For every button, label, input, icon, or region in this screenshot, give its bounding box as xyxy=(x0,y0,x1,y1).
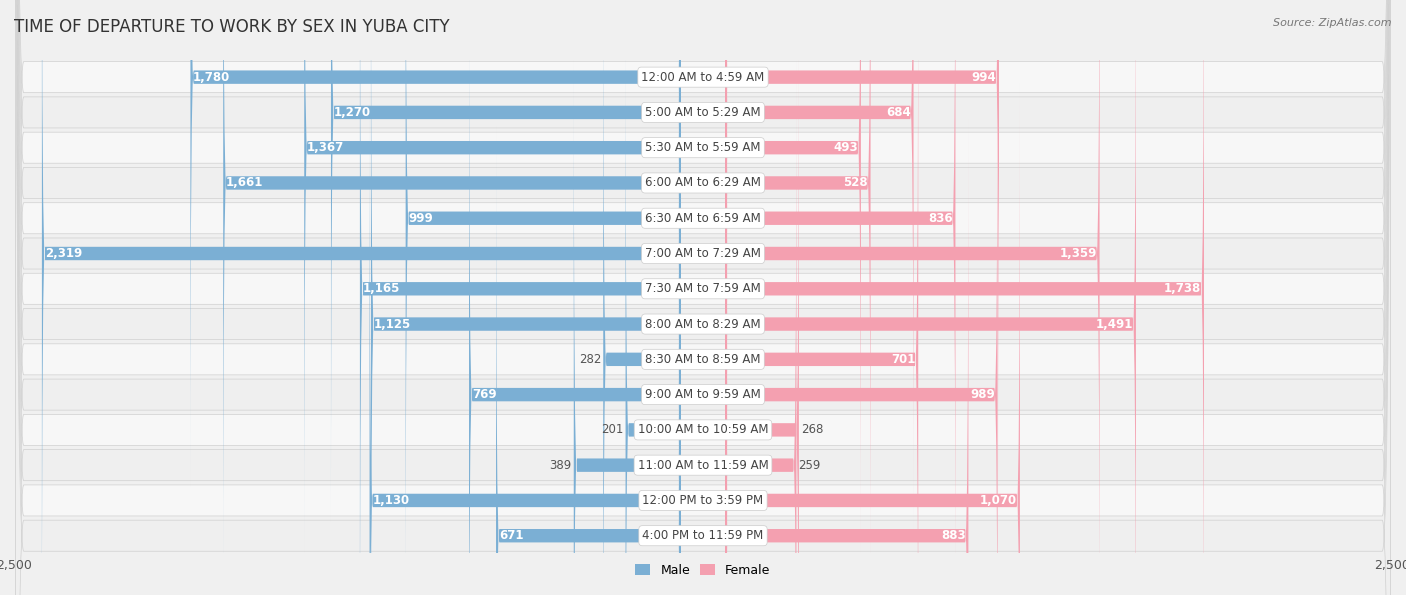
FancyBboxPatch shape xyxy=(42,0,681,595)
Legend: Male, Female: Male, Female xyxy=(630,559,776,582)
FancyBboxPatch shape xyxy=(725,0,914,529)
FancyBboxPatch shape xyxy=(725,0,1099,595)
FancyBboxPatch shape xyxy=(406,0,681,595)
Text: 701: 701 xyxy=(891,353,915,366)
FancyBboxPatch shape xyxy=(725,0,1204,595)
Text: 1,359: 1,359 xyxy=(1060,247,1097,260)
FancyBboxPatch shape xyxy=(725,84,1019,595)
FancyBboxPatch shape xyxy=(15,0,1391,595)
Text: 528: 528 xyxy=(844,177,868,189)
FancyBboxPatch shape xyxy=(15,0,1391,595)
Text: 201: 201 xyxy=(600,424,623,436)
FancyBboxPatch shape xyxy=(603,0,681,595)
FancyBboxPatch shape xyxy=(15,0,1391,595)
FancyBboxPatch shape xyxy=(725,0,1136,595)
Text: 10:00 AM to 10:59 AM: 10:00 AM to 10:59 AM xyxy=(638,424,768,436)
Text: 12:00 AM to 4:59 AM: 12:00 AM to 4:59 AM xyxy=(641,71,765,84)
FancyBboxPatch shape xyxy=(725,0,918,595)
FancyBboxPatch shape xyxy=(15,0,1391,595)
FancyBboxPatch shape xyxy=(725,0,860,564)
Text: TIME OF DEPARTURE TO WORK BY SEX IN YUBA CITY: TIME OF DEPARTURE TO WORK BY SEX IN YUBA… xyxy=(14,18,450,36)
Text: 769: 769 xyxy=(472,388,496,401)
Text: 493: 493 xyxy=(834,141,858,154)
Text: 989: 989 xyxy=(970,388,995,401)
Text: 999: 999 xyxy=(408,212,433,225)
Text: 883: 883 xyxy=(941,529,966,542)
Text: 11:00 AM to 11:59 AM: 11:00 AM to 11:59 AM xyxy=(638,459,768,472)
Text: Source: ZipAtlas.com: Source: ZipAtlas.com xyxy=(1274,18,1392,28)
FancyBboxPatch shape xyxy=(496,119,681,595)
FancyBboxPatch shape xyxy=(725,0,870,595)
Text: 1,780: 1,780 xyxy=(193,71,231,84)
FancyBboxPatch shape xyxy=(725,49,796,595)
FancyBboxPatch shape xyxy=(626,13,681,595)
FancyBboxPatch shape xyxy=(725,0,956,595)
FancyBboxPatch shape xyxy=(15,0,1391,595)
FancyBboxPatch shape xyxy=(15,0,1391,595)
FancyBboxPatch shape xyxy=(725,0,998,595)
FancyBboxPatch shape xyxy=(371,0,681,595)
FancyBboxPatch shape xyxy=(15,0,1391,595)
FancyBboxPatch shape xyxy=(190,0,681,494)
Text: 9:00 AM to 9:59 AM: 9:00 AM to 9:59 AM xyxy=(645,388,761,401)
Text: 259: 259 xyxy=(799,459,821,472)
Text: 1,661: 1,661 xyxy=(226,177,263,189)
FancyBboxPatch shape xyxy=(370,84,681,595)
Text: 684: 684 xyxy=(886,106,911,119)
Text: 994: 994 xyxy=(972,71,997,84)
Text: 1,130: 1,130 xyxy=(373,494,409,507)
Text: 7:00 AM to 7:29 AM: 7:00 AM to 7:29 AM xyxy=(645,247,761,260)
Text: 2,319: 2,319 xyxy=(45,247,82,260)
FancyBboxPatch shape xyxy=(470,0,681,595)
Text: 5:30 AM to 5:59 AM: 5:30 AM to 5:59 AM xyxy=(645,141,761,154)
FancyBboxPatch shape xyxy=(15,0,1391,595)
FancyBboxPatch shape xyxy=(725,0,1000,494)
Text: 671: 671 xyxy=(499,529,523,542)
Text: 8:00 AM to 8:29 AM: 8:00 AM to 8:29 AM xyxy=(645,318,761,331)
Text: 1,270: 1,270 xyxy=(333,106,371,119)
Text: 6:30 AM to 6:59 AM: 6:30 AM to 6:59 AM xyxy=(645,212,761,225)
Text: 5:00 AM to 5:29 AM: 5:00 AM to 5:29 AM xyxy=(645,106,761,119)
FancyBboxPatch shape xyxy=(15,0,1391,595)
FancyBboxPatch shape xyxy=(574,49,681,595)
Text: 389: 389 xyxy=(550,459,572,472)
Text: 1,070: 1,070 xyxy=(980,494,1017,507)
FancyBboxPatch shape xyxy=(224,0,681,595)
Text: 1,491: 1,491 xyxy=(1095,318,1133,331)
FancyBboxPatch shape xyxy=(330,0,681,529)
FancyBboxPatch shape xyxy=(15,0,1391,595)
Text: 4:00 PM to 11:59 PM: 4:00 PM to 11:59 PM xyxy=(643,529,763,542)
Text: 12:00 PM to 3:59 PM: 12:00 PM to 3:59 PM xyxy=(643,494,763,507)
Text: 1,125: 1,125 xyxy=(374,318,411,331)
Text: 8:30 AM to 8:59 AM: 8:30 AM to 8:59 AM xyxy=(645,353,761,366)
FancyBboxPatch shape xyxy=(15,0,1391,595)
FancyBboxPatch shape xyxy=(725,13,799,595)
FancyBboxPatch shape xyxy=(725,119,969,595)
Text: 1,738: 1,738 xyxy=(1164,282,1201,295)
Text: 6:00 AM to 6:29 AM: 6:00 AM to 6:29 AM xyxy=(645,177,761,189)
Text: 7:30 AM to 7:59 AM: 7:30 AM to 7:59 AM xyxy=(645,282,761,295)
FancyBboxPatch shape xyxy=(15,0,1391,595)
FancyBboxPatch shape xyxy=(15,0,1391,595)
Text: 1,367: 1,367 xyxy=(307,141,344,154)
Text: 836: 836 xyxy=(928,212,953,225)
FancyBboxPatch shape xyxy=(15,0,1391,595)
FancyBboxPatch shape xyxy=(360,0,681,595)
FancyBboxPatch shape xyxy=(304,0,681,564)
Text: 282: 282 xyxy=(579,353,600,366)
Text: 1,165: 1,165 xyxy=(363,282,401,295)
Text: 268: 268 xyxy=(801,424,824,436)
